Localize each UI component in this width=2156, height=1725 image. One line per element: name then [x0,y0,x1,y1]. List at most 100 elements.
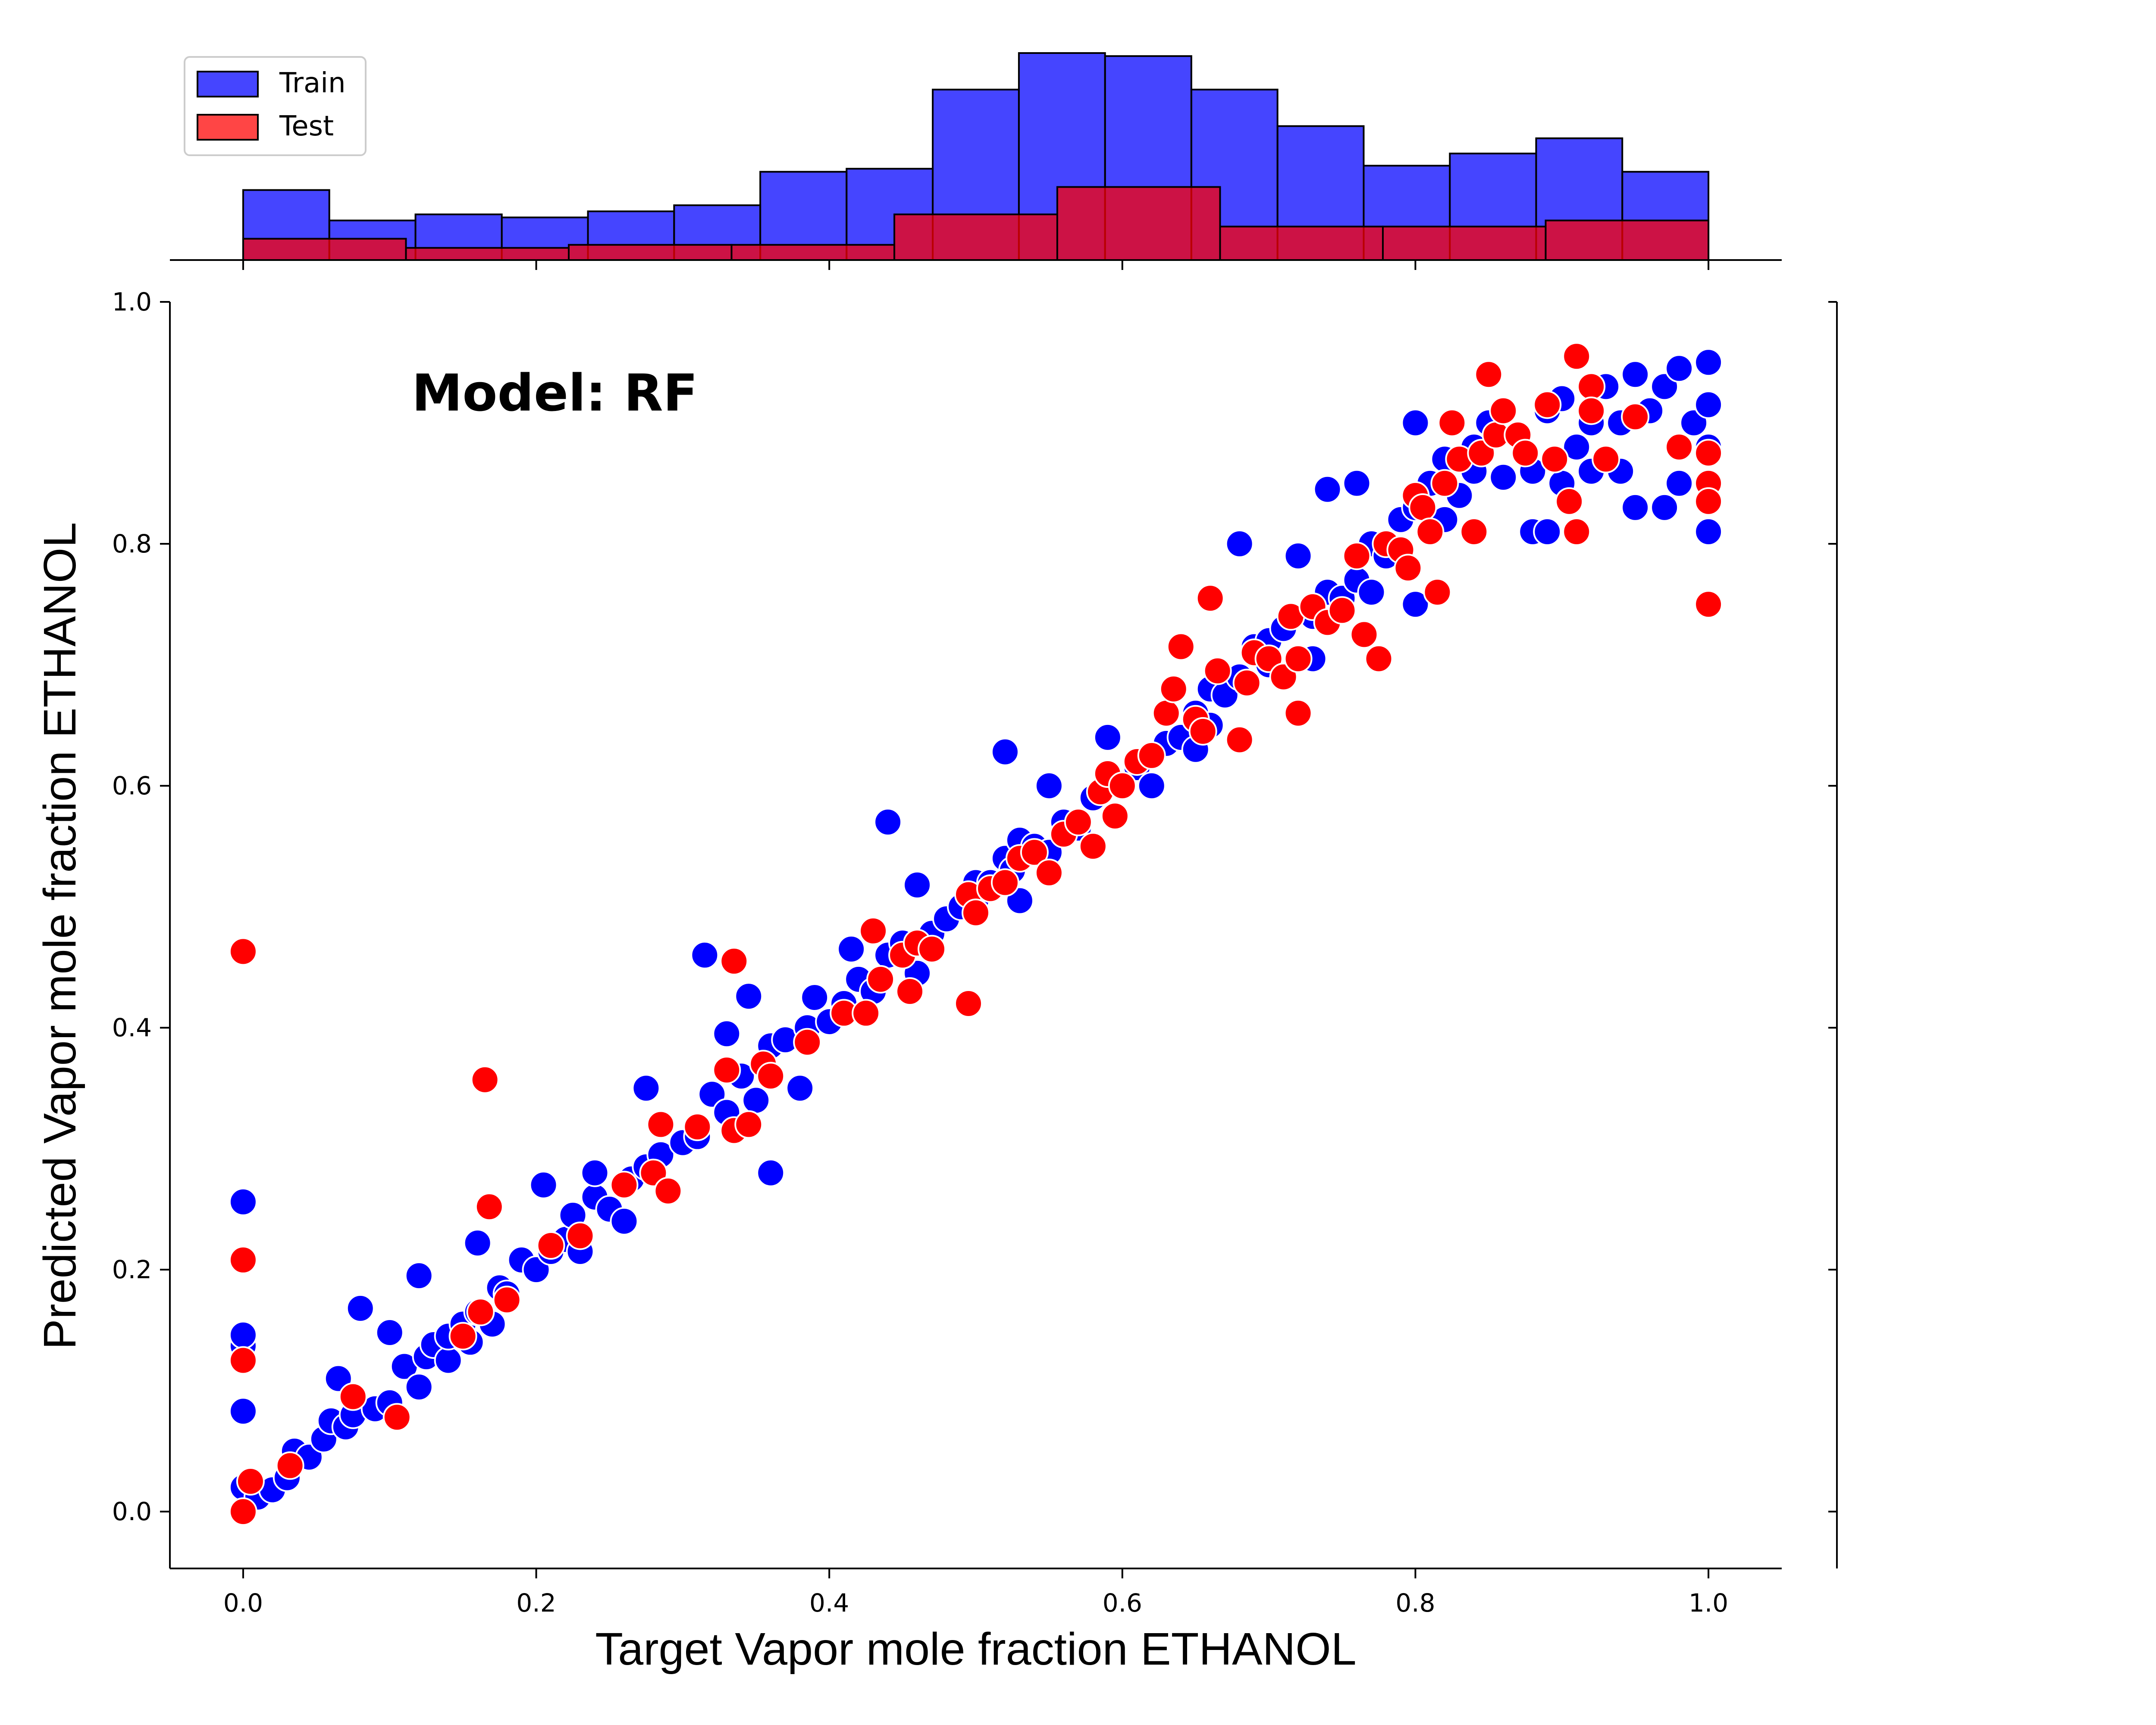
test-point [852,999,881,1028]
train-point [529,1170,558,1199]
test-point [1511,439,1540,467]
train-point [632,1074,661,1103]
train-point [734,982,763,1011]
train-point [786,1074,815,1103]
x-axis-label: Target Vapor mole fraction ETHANOL [595,1624,1356,1675]
test-point [1562,517,1591,546]
test-point [1694,487,1723,516]
histogram-test-bars [242,186,1710,261]
train-point [1694,390,1723,419]
y-tick-label: 0.4 [112,1013,152,1042]
test-point [896,977,924,1006]
x-tick-label: 0.0 [223,1588,263,1618]
test-point [1438,408,1467,437]
test-point [492,1286,521,1314]
test-point [1188,717,1217,746]
train-point [1665,469,1694,498]
test-point [1577,396,1606,425]
test-point [990,868,1019,897]
train-point [903,871,932,900]
train-point [800,983,829,1012]
test-point [866,965,895,994]
train-point [404,1373,433,1402]
train-point [610,1207,639,1236]
test-point [1489,396,1518,425]
test-point [1034,859,1063,888]
legend-swatch-train [197,71,259,97]
histogram-test-bar [405,247,570,261]
test-point [1577,372,1606,401]
train-point [1533,517,1562,546]
test-point [338,1382,367,1411]
y-tick-label: 0.6 [112,771,152,800]
test-point [1196,584,1225,613]
test-point [610,1170,639,1199]
test-point [1694,439,1723,467]
test-point [536,1231,565,1260]
test-point [654,1176,683,1205]
histogram-test-bar [1382,226,1547,261]
test-point [1408,493,1437,522]
test-point [962,898,990,927]
test-point [1328,596,1357,625]
test-point [1350,620,1379,649]
train-point [742,1086,771,1115]
train-point [837,935,866,963]
test-point [712,1056,741,1085]
train-point [1401,590,1430,619]
y-axis-label: Predicted Vapor mole fraction ETHANOL [34,522,85,1350]
histogram-test-bar [1056,186,1221,261]
histogram-test-bar [242,238,407,261]
train-point [1621,360,1650,389]
test-point [756,1062,785,1091]
train-point [1401,408,1430,437]
x-tick-label: 0.8 [1395,1588,1435,1618]
train-point [1137,772,1166,800]
train-point [229,1320,257,1349]
test-point [1665,433,1694,461]
train-point [434,1346,463,1375]
train-point [1225,530,1254,558]
test-point [1430,469,1459,498]
test-point [1540,445,1569,474]
test-point [1555,487,1584,516]
train-point [712,1019,741,1048]
train-point [1562,433,1591,461]
train-point [1342,469,1371,498]
test-point [229,937,257,966]
x-tick-label: 0.4 [809,1588,849,1618]
train-point [229,1397,257,1426]
train-point [1665,354,1694,383]
train-point [1093,723,1122,752]
test-point [1342,542,1371,571]
test-point [566,1221,595,1250]
test-point [1203,656,1232,685]
test-point [954,989,983,1018]
right-marginal-ticks [1828,301,1837,1513]
train-point [580,1158,609,1187]
test-point [229,1497,257,1526]
x-tick-label: 0.6 [1103,1588,1142,1618]
histogram-test-bar [1545,220,1710,261]
test-point [734,1110,763,1139]
test-point [1232,668,1261,697]
train-point [756,1158,785,1187]
test-point [1533,390,1562,419]
test-point [276,1451,304,1480]
test-point [1225,725,1254,754]
legend-swatch-test [197,114,259,141]
test-point [720,947,749,975]
test-point [448,1322,477,1351]
legend: Train Test [184,56,367,156]
train-point [874,808,903,837]
legend-label-train: Train [279,67,346,99]
x-tick-label: 0.2 [516,1588,556,1618]
test-point [1394,554,1423,583]
train-point [1694,517,1723,546]
x-tick-label: 1.0 [1689,1588,1728,1618]
model-annotation: Model: RF [412,363,698,423]
test-point [1416,517,1445,546]
test-point [229,1346,257,1375]
y-tick-label: 1.0 [112,287,152,317]
